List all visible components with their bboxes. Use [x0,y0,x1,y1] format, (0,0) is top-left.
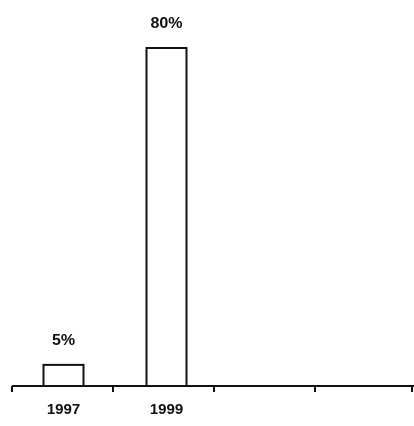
x-tick-label-1997: 1997 [47,401,80,418]
bar-1999 [145,47,188,387]
bar-1997 [42,363,85,387]
data-label-1999: 80% [150,15,182,32]
bars-layer [42,47,188,387]
labels-layer: 5% 1997 80% 1999 [47,15,183,418]
x-tick-label-1999: 1999 [150,401,183,418]
data-label-1997: 5% [52,332,75,349]
x-axis [11,385,414,392]
